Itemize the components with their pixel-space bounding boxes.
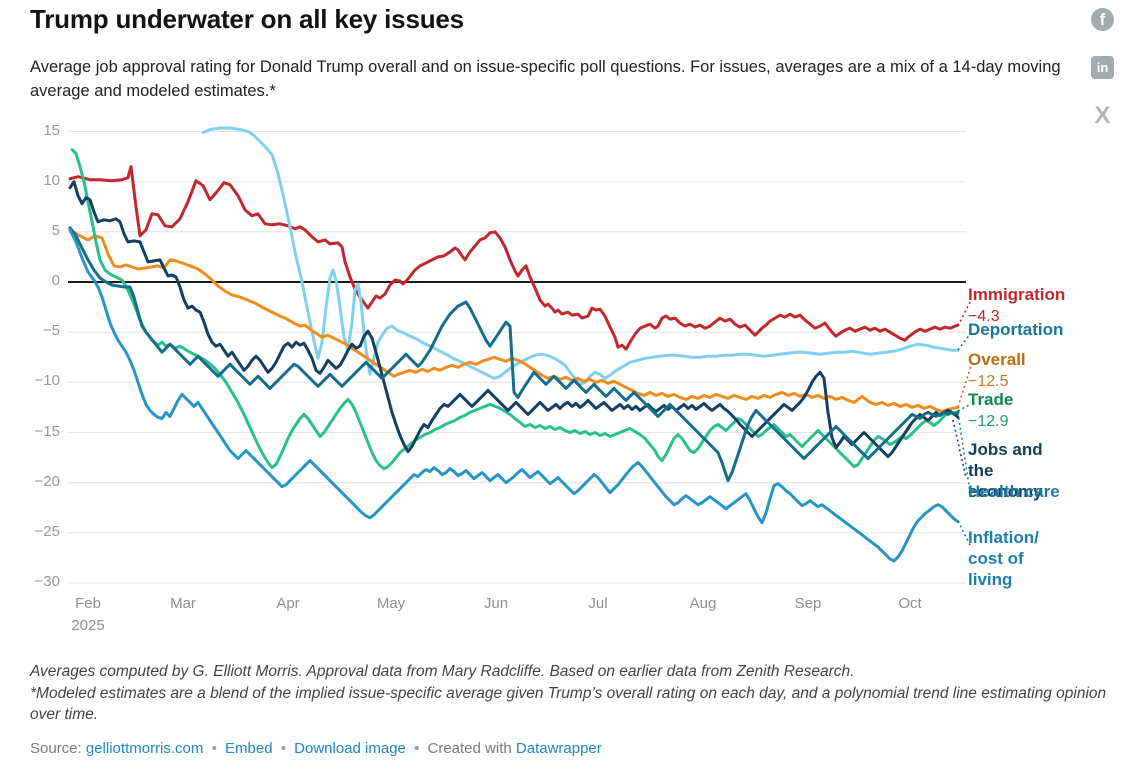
series-label-inflation: Inflation/cost of living bbox=[968, 527, 1039, 590]
series-label-line: living bbox=[968, 570, 1013, 589]
line-inflation bbox=[68, 228, 960, 563]
line-deportation bbox=[201, 126, 960, 386]
separator-dot: • bbox=[211, 740, 217, 757]
y-axis-tick-label: −10 bbox=[34, 372, 60, 390]
social-share-bar: f in X bbox=[1091, 8, 1114, 129]
page-title: Trump underwater on all key issues bbox=[30, 4, 464, 34]
label-connector-health-care bbox=[957, 412, 971, 493]
separator-dot: • bbox=[414, 740, 420, 757]
created-with-label: Created with bbox=[427, 740, 512, 757]
series-end-value: −12.5 bbox=[968, 373, 1009, 390]
y-axis-tick-label: −15 bbox=[34, 422, 60, 440]
y-axis-tick-label: −20 bbox=[34, 472, 60, 490]
series-label-line: Jobs and bbox=[968, 440, 1043, 459]
linkedin-share-icon[interactable]: in bbox=[1091, 56, 1114, 79]
y-axis-tick-label: −30 bbox=[34, 573, 60, 590]
line-jobs-economy bbox=[68, 180, 960, 459]
y-axis-tick-label: 15 bbox=[43, 121, 60, 139]
series-label-trade: Trade −12.9 bbox=[968, 389, 1013, 432]
download-image-link[interactable]: Download image bbox=[294, 740, 406, 757]
chart-subtitle: Average job approval rating for Donald T… bbox=[30, 58, 1061, 100]
x-twitter-share-icon[interactable]: X bbox=[1094, 101, 1111, 129]
x-axis-tick-label: Apr bbox=[276, 595, 300, 612]
series-label-jobs-economy: Jobs and the economy bbox=[968, 439, 1043, 502]
y-axis-tick-label: 5 bbox=[51, 221, 60, 239]
series-label-immigration: Immigration −4.3 bbox=[968, 284, 1065, 327]
x-axis-tick-label: Oct bbox=[898, 595, 922, 612]
line-health-care bbox=[68, 226, 960, 483]
series-label-deportation: Deportation bbox=[968, 319, 1063, 340]
series-label-overall: Overall −12.5 bbox=[968, 349, 1026, 392]
line-trade bbox=[70, 148, 960, 471]
series-label-line: Trade bbox=[968, 390, 1014, 409]
x-axis-tick-label: Aug bbox=[689, 595, 717, 612]
series-label-health-care: Health care bbox=[968, 481, 1060, 502]
source-label: Source: bbox=[30, 740, 82, 757]
y-axis-tick-label: 10 bbox=[43, 171, 60, 189]
separator-dot: • bbox=[280, 740, 286, 757]
series-label-line: Overall bbox=[968, 350, 1026, 369]
chart-footnotes: Averages computed by G. Elliott Morris. … bbox=[30, 661, 1115, 726]
facebook-share-icon[interactable]: f bbox=[1091, 8, 1114, 31]
series-label-line: Health care bbox=[968, 482, 1060, 501]
series-label-line: Inflation/ bbox=[968, 528, 1039, 547]
series-label-line: cost of bbox=[968, 549, 1024, 568]
x-axis-tick-label: May bbox=[376, 595, 406, 612]
series-end-value: −12.9 bbox=[968, 413, 1009, 430]
series-label-line: the bbox=[968, 461, 994, 480]
credit-line: Averages computed by G. Elliott Morris. … bbox=[30, 663, 855, 680]
datawrapper-link[interactable]: Datawrapper bbox=[515, 740, 602, 757]
x-axis-tick-label: Sep bbox=[794, 595, 822, 612]
line-overall bbox=[68, 228, 960, 413]
x-axis-tick-label: Jun bbox=[483, 595, 509, 612]
embed-link[interactable]: Embed bbox=[225, 740, 273, 757]
x-axis-tick-label: Jul bbox=[588, 595, 608, 612]
y-axis-tick-label: −5 bbox=[42, 322, 60, 340]
x-axis-tick-label: Mar bbox=[170, 595, 196, 612]
y-axis-tick-label: −25 bbox=[34, 522, 60, 540]
line-immigration bbox=[68, 165, 960, 351]
label-connector-deportation bbox=[957, 332, 972, 351]
x-axis-year-label: 2025 bbox=[71, 616, 105, 634]
methodology-note: *Modeled estimates are a blend of the im… bbox=[30, 684, 1107, 724]
series-end-value: −4.3 bbox=[968, 308, 1000, 325]
y-axis-tick-label: 0 bbox=[51, 272, 60, 289]
source-line: Source: gelliottmorris.com • Embed • Dow… bbox=[30, 740, 602, 757]
source-link[interactable]: gelliottmorris.com bbox=[85, 740, 204, 757]
x-axis-tick-label: Feb 2025 bbox=[53, 593, 123, 637]
series-label-line: economy bbox=[968, 482, 1043, 501]
series-label-line: Deportation bbox=[968, 320, 1064, 339]
label-connector-overall bbox=[957, 365, 972, 408]
series-label-line: Immigration bbox=[968, 285, 1066, 304]
